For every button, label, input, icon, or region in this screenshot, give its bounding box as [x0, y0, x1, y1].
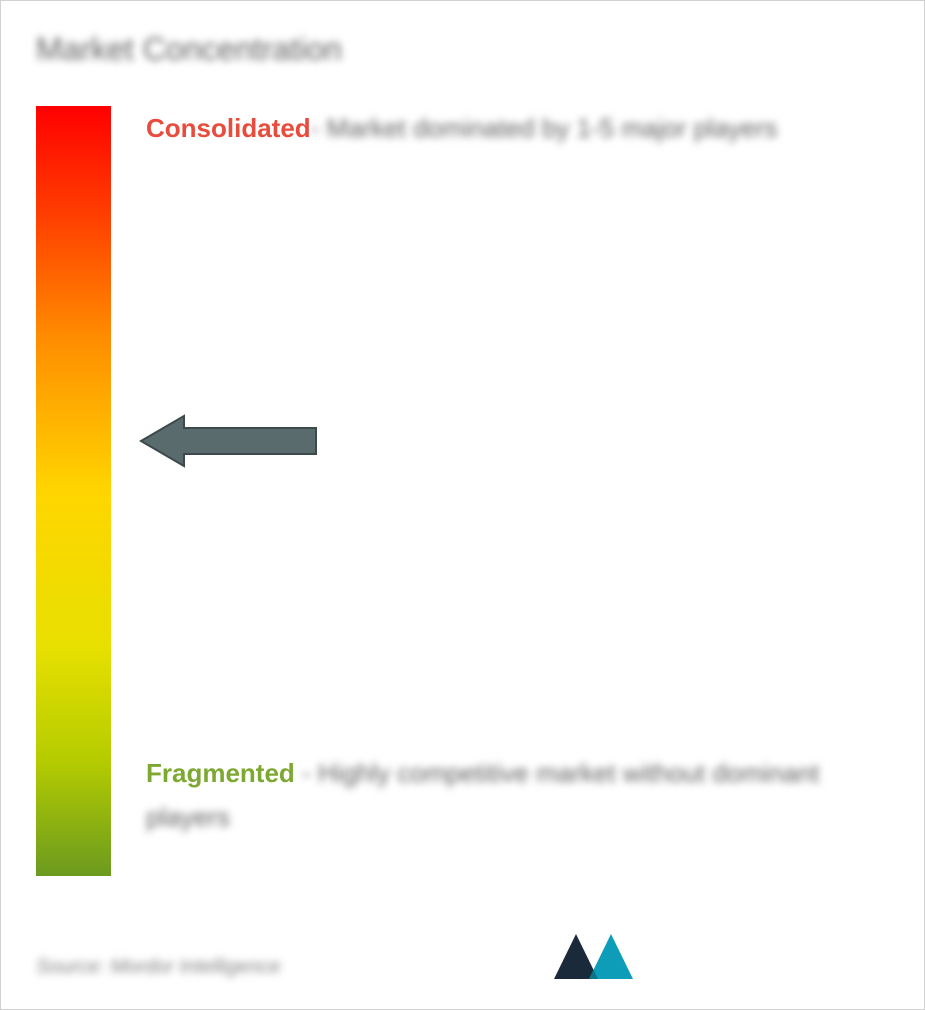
- page-title: Market Concentration: [36, 31, 884, 68]
- consolidated-block: Consolidated- Market dominated by 1-5 ma…: [146, 106, 884, 150]
- fragmented-text: Fragmented - Highly competitive market w…: [146, 751, 884, 839]
- fragmented-block: Fragmented - Highly competitive market w…: [146, 751, 884, 839]
- consolidated-description: - Market dominated by 1-5 major players: [311, 113, 778, 143]
- text-content-area: Consolidated- Market dominated by 1-5 ma…: [146, 106, 884, 876]
- source-attribution: Source: Mordor Intelligence: [36, 956, 281, 979]
- consolidated-label: Consolidated: [146, 113, 311, 143]
- brand-logo: [554, 929, 644, 989]
- fragmented-label: Fragmented: [146, 758, 295, 788]
- content-area: Consolidated- Market dominated by 1-5 ma…: [36, 106, 884, 876]
- consolidated-text: Consolidated- Market dominated by 1-5 ma…: [146, 106, 884, 150]
- main-container: Market Concentration Consolidated- Mar: [0, 0, 925, 1010]
- gradient-scale-bar: [36, 106, 111, 876]
- indicator-arrow: [136, 411, 321, 476]
